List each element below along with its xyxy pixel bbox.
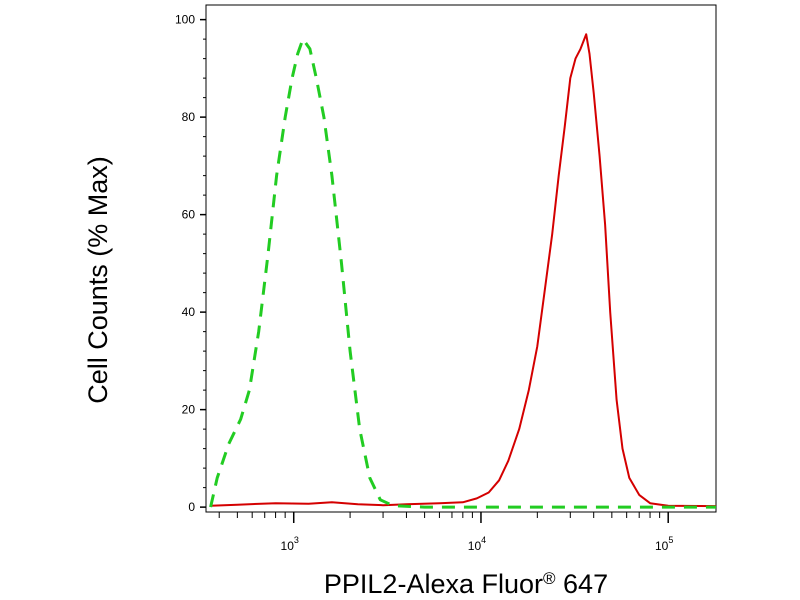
y-tick-label: 100 [175, 13, 195, 27]
x-axis-label-main: PPIL2-Alexa Fluor [324, 569, 543, 599]
x-tick-label: 104 [468, 535, 486, 553]
y-tick-label: 0 [188, 500, 195, 514]
series-layer [209, 33, 717, 509]
x-tick-label: 103 [281, 535, 299, 553]
y-ticks: 0 20 40 60 80 100 [175, 13, 206, 514]
sample-histogram-line [210, 33, 717, 508]
y-minor-ticks [203, 38, 206, 489]
x-axis-label: PPIL2-Alexa Fluor® 647 [324, 569, 608, 599]
y-tick-label: 40 [182, 305, 196, 319]
y-tick-label: 20 [182, 403, 196, 417]
y-tick-label: 80 [182, 110, 196, 124]
x-tick-label: 105 [655, 535, 673, 553]
x-axis-label-registered: ® [543, 569, 556, 588]
x-ticks: 103 104 105 [218, 512, 673, 553]
y-tick-label: 60 [182, 208, 196, 222]
control-histogram-line [209, 37, 716, 509]
x-axis-label-suffix: 647 [556, 569, 609, 599]
y-axis-label: Cell Counts (% Max) [83, 156, 113, 404]
plot-frame [205, 4, 717, 513]
